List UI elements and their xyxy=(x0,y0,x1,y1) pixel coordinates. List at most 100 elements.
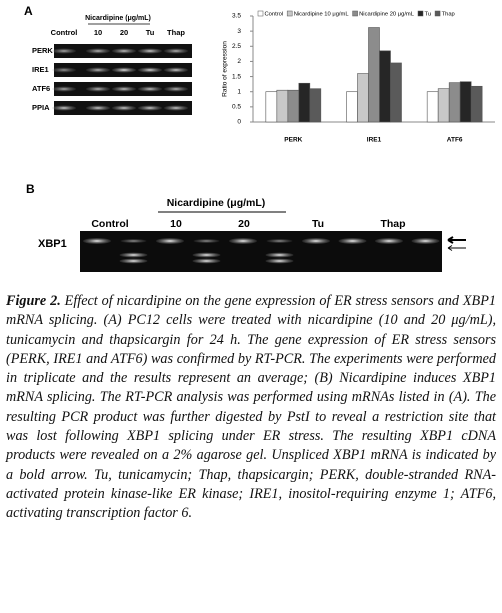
bar xyxy=(357,73,369,123)
caption: Figure 2. Effect of nicardipine on the g… xyxy=(6,292,496,524)
panel-label: A xyxy=(24,4,33,18)
band xyxy=(164,48,188,54)
y-tick-label: 2.5 xyxy=(232,43,241,50)
lane-label: 20 xyxy=(120,28,128,37)
band xyxy=(86,105,110,111)
bar xyxy=(298,82,311,123)
band xyxy=(138,105,162,111)
band xyxy=(411,238,440,244)
band xyxy=(265,258,294,264)
band xyxy=(164,67,188,73)
lane-label: Control xyxy=(91,218,128,230)
gel-a: Control 10 20 Tu Thap PERK IRE1 ATF6 PPIA xyxy=(32,28,192,115)
bar-chart: Ratio of expression 0 0.5 1 1.5 2 2.5 3 3.5 PERK I… xyxy=(222,10,495,144)
band xyxy=(83,238,111,244)
gel-header: Nicardipine (μg/mL) xyxy=(85,15,151,22)
row-label: PPIA xyxy=(32,103,50,112)
band xyxy=(265,252,294,258)
lane-label: 10 xyxy=(170,218,182,230)
caption-text: Effect of nicardipine on the gene expres… xyxy=(6,293,496,522)
band xyxy=(86,67,110,73)
band xyxy=(164,105,188,111)
legend-label: Thap xyxy=(442,12,455,18)
band xyxy=(119,252,148,258)
lane-label: Control xyxy=(51,28,78,37)
bar xyxy=(309,88,322,123)
band xyxy=(164,86,188,92)
y-tick-label: 1.5 xyxy=(232,73,241,80)
band xyxy=(302,238,330,244)
band xyxy=(338,238,367,244)
band xyxy=(119,258,148,264)
gel-header: Nicardipine (μg/mL) xyxy=(167,197,266,209)
band xyxy=(120,239,147,243)
band xyxy=(52,105,76,111)
legend-label: Nicardipine 20 μg/mL xyxy=(359,12,415,18)
figure: A Nicardipine (μg/mL) Control 10 20 Tu ThapP… xyxy=(24,4,495,272)
bar xyxy=(437,88,450,123)
y-tick-label: 0 xyxy=(237,119,241,126)
x-tick-label: PERK xyxy=(284,137,302,144)
band xyxy=(112,67,136,73)
arrow xyxy=(447,236,466,244)
lane-label: 20 xyxy=(238,218,250,230)
arrow xyxy=(447,245,466,251)
band xyxy=(193,239,220,243)
lane-label: Tu xyxy=(312,218,324,230)
band xyxy=(52,48,76,54)
band xyxy=(52,86,76,92)
legend-swatch xyxy=(417,10,424,17)
band xyxy=(112,86,136,92)
legend-swatch xyxy=(434,10,441,17)
legend-label: Control xyxy=(265,12,284,18)
bar xyxy=(346,91,358,123)
caption-label: Figure 2. xyxy=(6,293,61,309)
row-label: PERK xyxy=(32,46,53,55)
band xyxy=(138,48,162,54)
band xyxy=(112,105,136,111)
y-tick-label: 3.5 xyxy=(232,13,241,20)
band xyxy=(86,86,110,92)
gel xyxy=(80,231,442,272)
panel-label: B xyxy=(26,182,35,196)
lane-label: 10 xyxy=(94,28,102,37)
bar xyxy=(390,62,402,123)
bar xyxy=(379,50,391,123)
band xyxy=(112,48,136,54)
legend-swatch xyxy=(286,10,293,17)
band xyxy=(138,86,162,92)
band xyxy=(156,238,184,244)
bar xyxy=(368,27,380,123)
gel-b: Control 10 20 Tu Thap xyxy=(83,218,440,264)
band xyxy=(266,239,293,243)
row-label: XBP1 xyxy=(38,238,67,250)
bar xyxy=(265,91,278,123)
lane-label: Thap xyxy=(167,28,185,37)
legend-label: Tu xyxy=(425,12,432,18)
lane-label: Thap xyxy=(380,218,405,230)
row-label: ATF6 xyxy=(32,84,50,93)
band xyxy=(229,238,257,244)
legend-label: Nicardipine 10 μg/mL xyxy=(294,12,350,18)
y-tick-label: 3 xyxy=(237,28,241,35)
bar xyxy=(470,85,483,123)
x-tick-label: IRE1 xyxy=(367,137,382,144)
bar xyxy=(448,82,461,123)
bar xyxy=(287,89,300,123)
band xyxy=(86,48,110,54)
y-axis-label: Ratio of expression xyxy=(222,41,229,97)
y-tick-label: 0.5 xyxy=(232,104,241,111)
bar xyxy=(459,81,472,123)
x-tick-label: ATF6 xyxy=(447,137,463,144)
legend-swatch xyxy=(352,10,358,17)
band xyxy=(138,67,162,73)
lane-label: Tu xyxy=(146,28,155,37)
row-label: IRE1 xyxy=(32,65,49,74)
y-tick-label: 1 xyxy=(237,88,241,95)
band xyxy=(52,67,76,73)
bar xyxy=(276,89,289,123)
band xyxy=(192,258,221,264)
band xyxy=(192,252,221,258)
y-tick-label: 2 xyxy=(237,58,241,65)
